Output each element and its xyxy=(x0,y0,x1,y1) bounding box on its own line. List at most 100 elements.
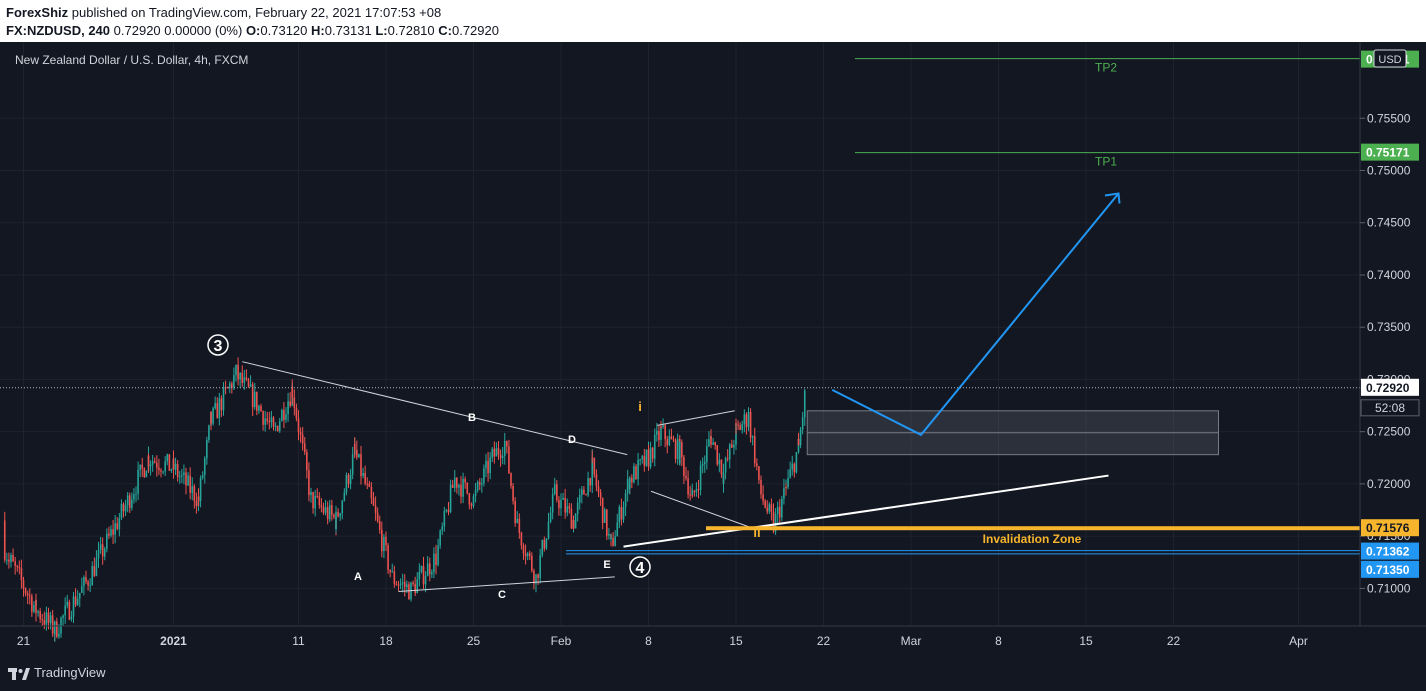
candle-body xyxy=(431,572,433,575)
wave-b-label: B xyxy=(468,412,476,424)
candle-body xyxy=(49,615,52,623)
candle-body xyxy=(391,571,394,573)
candle-body xyxy=(328,505,331,520)
wave-e-label: E xyxy=(603,559,610,571)
candle-body xyxy=(510,473,512,486)
candle-body xyxy=(283,409,285,420)
candle-body xyxy=(651,447,654,459)
candle-body xyxy=(24,588,27,594)
candle-body xyxy=(760,479,762,485)
candle-body xyxy=(787,477,789,488)
last-price-badge[interactable] xyxy=(1361,378,1419,396)
candle-body xyxy=(641,456,644,460)
candle-body xyxy=(708,439,710,447)
candle-body xyxy=(533,570,535,584)
triangle-lower-line xyxy=(398,576,615,593)
candle-body xyxy=(645,449,648,466)
candle-body xyxy=(20,568,23,581)
candle-body xyxy=(281,409,283,422)
candle-body xyxy=(685,476,687,479)
tradingview-brand[interactable]: TradingView xyxy=(34,665,106,680)
candle-body xyxy=(443,511,446,527)
candle-body xyxy=(628,477,631,490)
x-tick-label: Apr xyxy=(1289,634,1308,648)
candle-body xyxy=(797,438,800,446)
candle-body xyxy=(476,481,479,490)
candle-body xyxy=(235,364,237,376)
candle-body xyxy=(687,478,689,495)
x-tick-label: 2021 xyxy=(160,634,187,648)
candle-body xyxy=(462,479,464,497)
candle-body xyxy=(216,403,219,419)
candle-body xyxy=(718,459,721,465)
candle-body xyxy=(781,498,783,518)
candle-body xyxy=(320,505,323,508)
candle-body xyxy=(539,555,541,579)
author-name[interactable]: ForexShiz xyxy=(6,5,69,20)
candle-body xyxy=(435,553,437,565)
candle-body xyxy=(770,504,773,512)
candle-body xyxy=(683,457,685,477)
candle-body xyxy=(126,495,129,506)
candle-body xyxy=(778,506,781,518)
candle-body xyxy=(43,620,46,625)
candle-body xyxy=(643,456,646,466)
candle-body xyxy=(178,476,181,478)
candle-body xyxy=(158,467,160,471)
candle-body xyxy=(306,452,308,471)
candle-body xyxy=(381,529,383,552)
candle-body xyxy=(362,472,364,477)
candle-body xyxy=(537,574,539,579)
currency-badge[interactable] xyxy=(1373,49,1407,68)
support-2-badge[interactable] xyxy=(1361,560,1419,578)
candle-body xyxy=(399,583,402,586)
x-tick-label: 15 xyxy=(729,634,743,648)
candle-body xyxy=(697,489,700,491)
candle-body xyxy=(803,390,806,418)
candle-body xyxy=(653,434,656,459)
support-1-badge[interactable] xyxy=(1361,542,1419,560)
candle-body xyxy=(251,384,254,408)
candle-body xyxy=(62,615,64,618)
tradingview-logo-icon[interactable] xyxy=(8,666,30,682)
candle-body xyxy=(39,611,41,619)
candle-body xyxy=(168,454,171,471)
candle-body xyxy=(197,496,200,501)
candle-body xyxy=(247,379,250,387)
candle-body xyxy=(31,596,33,612)
candle-body xyxy=(514,500,516,523)
candle-body xyxy=(758,466,760,480)
ohlc-line: FX:NZDUSD, 240 0.72920 0.00000 (0%) O:0.… xyxy=(6,23,499,38)
candle-body xyxy=(293,397,296,408)
candle-body xyxy=(626,478,629,494)
candle-body xyxy=(93,566,96,576)
candle-body xyxy=(297,418,300,433)
countdown-badge xyxy=(1360,399,1420,417)
wedge-upper-line xyxy=(657,410,735,426)
candle-body xyxy=(312,492,314,509)
candle-body xyxy=(191,486,194,493)
candle-body xyxy=(118,518,121,530)
candle-body xyxy=(599,492,602,498)
invalidation-badge[interactable] xyxy=(1361,519,1419,537)
candle-body xyxy=(164,461,166,472)
candle-body xyxy=(612,538,614,546)
candle-body xyxy=(620,507,623,520)
candle-body xyxy=(428,563,431,575)
time-axis[interactable]: 21 2021 11 18 25 Feb 8 15 22 Mar 8 15 22 Apr xyxy=(17,634,1308,648)
candle-body xyxy=(656,430,658,435)
candle-body xyxy=(210,411,212,424)
candle-body xyxy=(414,583,416,594)
candle-body xyxy=(595,474,598,487)
tp1-badge[interactable] xyxy=(1361,143,1419,161)
candle-body xyxy=(558,499,560,509)
x-tick-label: 25 xyxy=(467,634,481,648)
invalidation-label: Invalidation Zone xyxy=(983,532,1082,546)
candle-body xyxy=(395,583,398,585)
candle-body xyxy=(743,414,746,424)
candle-body xyxy=(176,463,179,477)
candle-body xyxy=(499,454,502,459)
candle-body xyxy=(741,423,744,430)
